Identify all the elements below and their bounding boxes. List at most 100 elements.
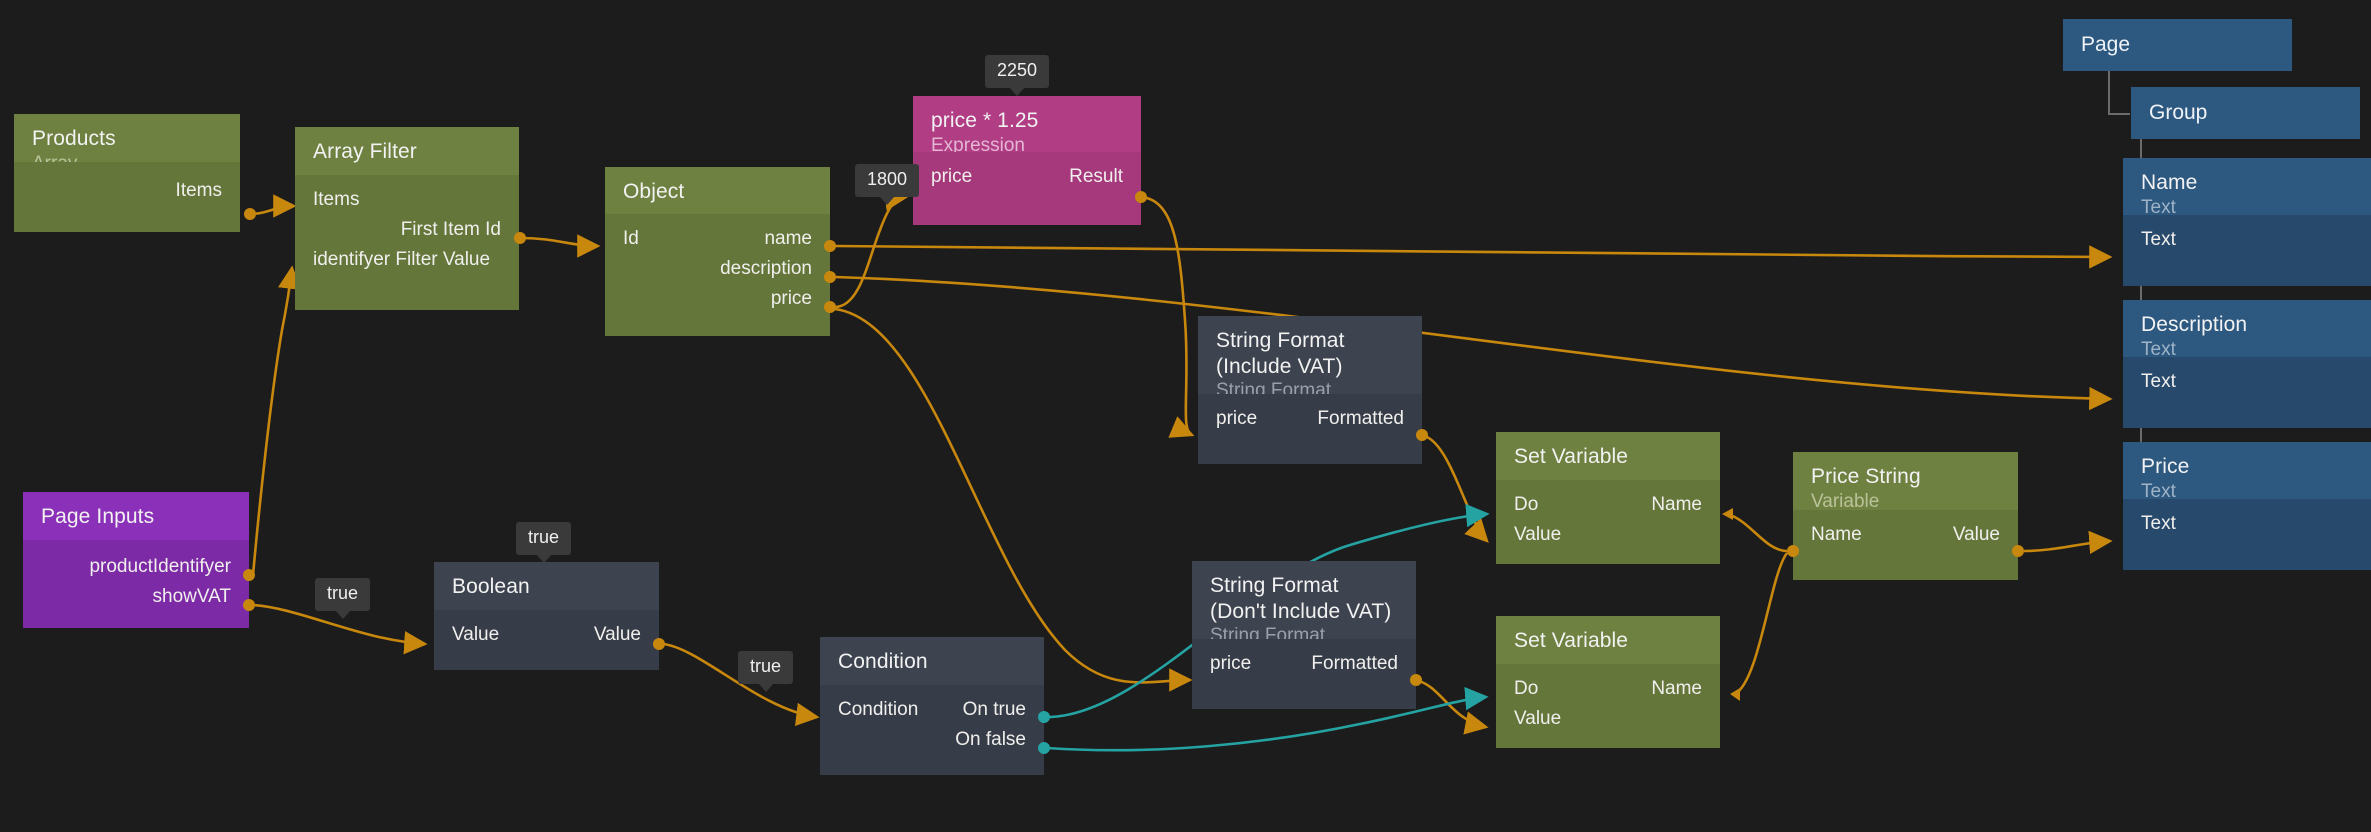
port-dot-price-string-value[interactable]: [2012, 545, 2024, 557]
port-boolean-value[interactable]: Value Value: [434, 620, 659, 650]
node-set-variable-bottom[interactable]: Set Variable Do Name Value: [1496, 616, 1720, 748]
port-dot-boolean-value-out[interactable]: [653, 638, 665, 650]
node-page-inputs-title: Page Inputs: [41, 505, 155, 528]
node-boolean-title: Boolean: [452, 575, 530, 598]
node-object[interactable]: Object Id name description price: [605, 167, 830, 336]
node-string-format-no-vat-body: price Formatted: [1192, 639, 1416, 709]
port-dot-object-description[interactable]: [824, 271, 836, 283]
hierarchy-page[interactable]: Page: [2063, 19, 2292, 71]
port-label-price-string-name: Name: [1811, 524, 1862, 545]
node-string-format-include-vat[interactable]: String Format (Include VAT) String Forma…: [1198, 316, 1422, 464]
component-description[interactable]: Description Text Text: [2123, 300, 2371, 428]
port-label-expression-result: Result: [1069, 166, 1123, 187]
port-label-boolean-value-in: Value: [452, 624, 500, 645]
port-label-description: description: [720, 258, 812, 279]
port-label-expression-price: price: [931, 166, 973, 187]
node-page-inputs-header: Page Inputs: [23, 492, 249, 540]
port-page-inputs-show-vat[interactable]: showVAT: [23, 582, 249, 612]
port-array-filter-items-in[interactable]: Items: [295, 185, 519, 215]
port-array-filter-first-item-id[interactable]: First Item Id: [295, 215, 519, 245]
port-dot-on-false[interactable]: [1038, 742, 1050, 754]
hierarchy-group[interactable]: Group: [2131, 87, 2360, 139]
port-label-sv-top-do: Do: [1514, 494, 1539, 515]
port-object-price[interactable]: price: [605, 284, 830, 314]
port-label-on-true: On true: [962, 699, 1026, 720]
node-page-inputs[interactable]: Page Inputs productIdentifyer showVAT: [23, 492, 249, 628]
port-label-component-description-text: Text: [2141, 371, 2176, 392]
port-products-items[interactable]: Items: [14, 176, 240, 206]
port-dot-object-price[interactable]: [824, 301, 836, 313]
port-component-price-text[interactable]: Text: [2123, 509, 2371, 539]
node-string-format-no-vat[interactable]: String Format (Don't Include VAT) String…: [1192, 561, 1416, 709]
port-dot-object-name[interactable]: [824, 240, 836, 252]
port-object-description[interactable]: description: [605, 254, 830, 284]
component-description-subtitle: Text: [2141, 338, 2176, 360]
node-array-filter-title: Array Filter: [313, 140, 417, 163]
port-label-component-price-text: Text: [2141, 513, 2176, 534]
port-dot-array-filter-first-item-id[interactable]: [514, 232, 526, 244]
port-condition-condition[interactable]: Condition On true: [820, 695, 1044, 725]
node-products[interactable]: Products Array Items: [14, 114, 240, 232]
port-component-description-text[interactable]: Text: [2123, 367, 2371, 397]
port-sfnv-price[interactable]: price Formatted: [1192, 649, 1416, 679]
port-array-filter-identifyer[interactable]: identifyer Filter Value: [295, 245, 519, 275]
port-expression-price[interactable]: price Result: [913, 162, 1141, 192]
component-name[interactable]: Name Text Text: [2123, 158, 2371, 286]
port-condition-on-false[interactable]: On false: [820, 725, 1044, 755]
port-dot-price-string-name[interactable]: [1787, 545, 1799, 557]
port-set-variable-bottom-do[interactable]: Do Name: [1496, 674, 1720, 704]
port-dot-products-items[interactable]: [244, 208, 256, 220]
port-label-identifyer-filter-value: identifyer Filter Value: [313, 249, 491, 270]
port-dot-expression-result[interactable]: [1135, 191, 1147, 203]
node-object-header: Object: [605, 167, 830, 214]
port-dot-show-vat[interactable]: [243, 599, 255, 611]
node-products-title: Products: [32, 127, 116, 150]
component-price-header: Price Text: [2123, 442, 2371, 502]
node-expression-header: price * 1.25 Expression: [913, 96, 1141, 156]
port-set-variable-bottom-value[interactable]: Value: [1496, 704, 1720, 734]
port-label-sfiv-formatted: Formatted: [1317, 408, 1404, 429]
component-price[interactable]: Price Text Text: [2123, 442, 2371, 570]
badge-show-vat: true: [315, 578, 371, 619]
node-string-format-no-vat-header: String Format (Don't Include VAT) String…: [1192, 561, 1416, 646]
node-price-string[interactable]: Price String Variable Name Value: [1793, 452, 2018, 580]
port-label-items-in: Items: [313, 189, 360, 210]
port-set-variable-top-do[interactable]: Do Name: [1496, 490, 1720, 520]
port-label-product-identifyer: productIdentifyer: [89, 556, 231, 577]
port-set-variable-top-value[interactable]: Value: [1496, 520, 1720, 550]
badge-condition-input: true: [738, 651, 794, 692]
node-array-filter[interactable]: Array Filter Items First Item Id identif…: [295, 127, 519, 310]
tree-connector-page-group-h: [2108, 113, 2130, 115]
tree-connector-page-group: [2108, 71, 2110, 115]
port-dot-on-true[interactable]: [1038, 711, 1050, 723]
node-set-variable-bottom-header: Set Variable: [1496, 616, 1720, 664]
port-label-sfnv-formatted: Formatted: [1311, 653, 1398, 674]
port-sfiv-price[interactable]: price Formatted: [1198, 404, 1422, 434]
port-dot-sfiv-formatted[interactable]: [1416, 429, 1428, 441]
port-dot-sfnv-formatted[interactable]: [1410, 674, 1422, 686]
component-price-title: Price: [2141, 455, 2190, 478]
node-condition-header: Condition: [820, 637, 1044, 685]
component-description-title: Description: [2141, 313, 2248, 336]
node-price-string-header: Price String Variable: [1793, 452, 2018, 512]
badge-boolean-value: true: [516, 522, 572, 563]
port-page-inputs-product-identifyer[interactable]: productIdentifyer: [23, 552, 249, 582]
port-label-boolean-value-out: Value: [593, 624, 641, 645]
node-expression[interactable]: price * 1.25 Expression price Result: [913, 96, 1141, 225]
port-label-id: Id: [623, 228, 639, 249]
port-price-string-name[interactable]: Name Value: [1793, 520, 2018, 550]
port-object-id[interactable]: Id name: [605, 224, 830, 254]
port-dot-product-identifyer[interactable]: [243, 569, 255, 581]
node-string-format-include-vat-header: String Format (Include VAT) String Forma…: [1198, 316, 1422, 401]
node-condition[interactable]: Condition Condition On true On false: [820, 637, 1044, 775]
component-name-title: Name: [2141, 171, 2198, 194]
node-boolean[interactable]: Boolean Value Value: [434, 562, 659, 670]
component-name-body: Text: [2123, 215, 2371, 286]
node-string-format-include-vat-title: String Format (Include VAT): [1216, 329, 1345, 378]
port-component-name-text[interactable]: Text: [2123, 225, 2371, 255]
node-set-variable-top[interactable]: Set Variable Do Name Value: [1496, 432, 1720, 564]
component-name-subtitle: Text: [2141, 196, 2176, 218]
node-string-format-no-vat-title: String Format (Don't Include VAT): [1210, 574, 1392, 623]
